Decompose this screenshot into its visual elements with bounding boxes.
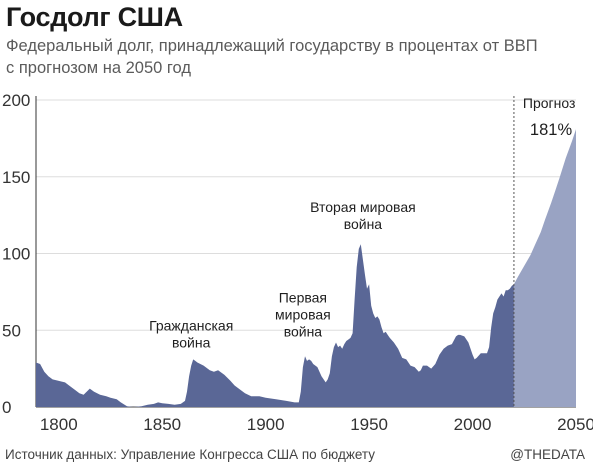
annotation-line: Гражданская [149,317,233,333]
page-subtitle: Федеральный долг, принадлежащий государс… [6,35,538,79]
x-tick-label: 1800 [40,415,78,434]
x-tick-label: 1900 [247,415,285,434]
annotation-2: Первая мировая война [275,290,331,340]
annotation-line: война [172,334,211,350]
annotation-1: Гражданская война [149,317,233,350]
annotation-line: Вторая мировая [310,199,416,215]
x-tick-label: 1950 [350,415,388,434]
brand-label: @THEDATA [510,447,585,462]
page-title: Госдолг США [6,2,183,32]
annotation-line: Первая [279,290,327,306]
x-tick-label: 2000 [454,415,492,434]
subtitle-line-1: Федеральный долг, принадлежащий государс… [6,37,538,55]
source-note: Источник данных: Управление Конгресса СШ… [5,447,376,462]
y-tick-label: 0 [2,398,11,417]
forecast-value-label: 181% [530,121,573,139]
annotation-line: мировая [275,307,331,323]
x-tick-label: 2050 [557,415,593,434]
y-tick-label: 100 [2,245,30,264]
forecast-label: Прогноз [523,95,576,111]
y-tick-label: 150 [2,168,30,187]
historical-area [36,244,514,407]
area-layer [36,129,576,407]
annotation-line: война [284,324,323,340]
tick-labels: 0 50 100 150 200 1800 1850 1900 1950 2000 2050 [2,91,593,434]
y-tick-label: 200 [2,91,30,110]
annotation-3: Вторая мировая война [310,199,416,232]
y-tick-label: 50 [2,321,21,340]
debt-area-chart: 0 50 100 150 200 1800 1850 1900 1950 2000 2050 Про… [2,91,593,434]
forecast-area [513,129,576,407]
annotation-line: война [344,216,383,232]
subtitle-line-2: с прогнозом на 2050 год [6,59,191,77]
x-tick-label: 1850 [143,415,181,434]
